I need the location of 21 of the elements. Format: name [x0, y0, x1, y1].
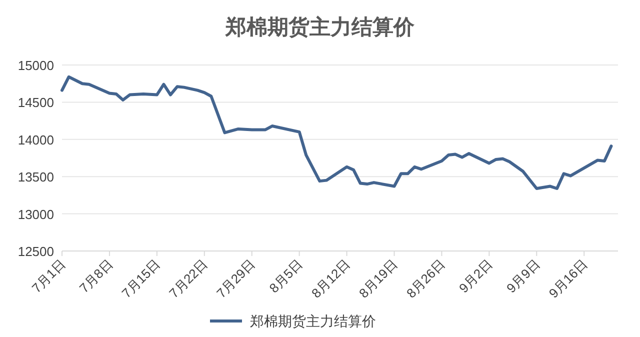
x-tick-label: 9月9日: [504, 256, 543, 296]
y-tick-label: 12500: [18, 244, 54, 259]
x-tick-label: 8月5日: [266, 256, 306, 296]
y-tick-label: 14500: [18, 95, 54, 110]
x-tick-label: 9月2日: [456, 256, 496, 296]
x-tick-label: 7月8日: [76, 256, 116, 296]
line-series: [60, 75, 613, 190]
x-tick-label: 8月12日: [308, 256, 353, 301]
x-tick-label: 7月15日: [118, 256, 164, 301]
x-tick-label: 9月16日: [546, 256, 590, 301]
chart-title: 郑棉期货主力结算价: [224, 15, 416, 39]
y-tick-label: 15000: [18, 58, 54, 73]
legend-label: 郑棉期货主力结算价: [250, 313, 376, 329]
x-tick-label: 7月22日: [166, 256, 211, 301]
x-tick-label: 7月29日: [214, 256, 258, 301]
x-tick-label: 8月19日: [356, 256, 400, 301]
x-tick-label: 7月1日: [28, 256, 68, 296]
y-tick-label: 14000: [18, 132, 54, 148]
y-tick-label: 13000: [18, 206, 54, 222]
y-tick-label: 13500: [18, 170, 54, 185]
x-tick-label: 8月26日: [403, 256, 448, 301]
